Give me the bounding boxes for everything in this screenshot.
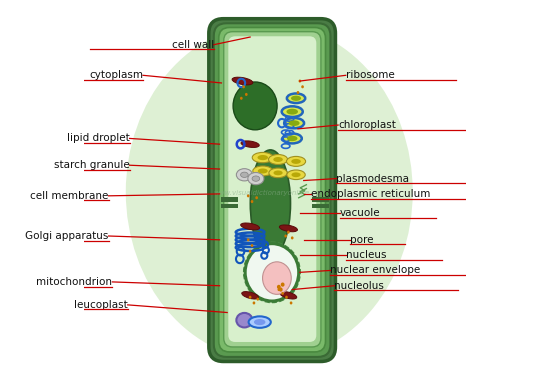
Ellipse shape xyxy=(253,166,273,176)
Ellipse shape xyxy=(280,291,297,299)
Ellipse shape xyxy=(277,285,280,289)
Text: cell membrane: cell membrane xyxy=(30,191,108,201)
Ellipse shape xyxy=(242,291,258,299)
Ellipse shape xyxy=(248,172,264,185)
Ellipse shape xyxy=(282,106,303,117)
Bar xyxy=(221,204,238,209)
Ellipse shape xyxy=(232,77,253,85)
Bar xyxy=(221,197,238,202)
Ellipse shape xyxy=(245,93,248,96)
Ellipse shape xyxy=(292,172,301,177)
Ellipse shape xyxy=(252,176,260,181)
Ellipse shape xyxy=(287,156,306,166)
Text: Golgi apparatus: Golgi apparatus xyxy=(25,231,108,241)
Bar xyxy=(221,321,225,339)
Ellipse shape xyxy=(243,85,245,88)
Text: www.visualdictionaryonline.com: www.visualdictionaryonline.com xyxy=(214,190,327,196)
Ellipse shape xyxy=(251,200,254,203)
Text: lipid droplet: lipid droplet xyxy=(67,133,130,144)
Bar xyxy=(228,34,232,52)
Ellipse shape xyxy=(290,301,293,305)
Ellipse shape xyxy=(273,157,283,162)
Ellipse shape xyxy=(287,109,298,114)
FancyBboxPatch shape xyxy=(224,32,321,347)
Bar xyxy=(324,34,329,52)
Ellipse shape xyxy=(301,85,304,88)
Ellipse shape xyxy=(257,155,268,160)
Text: ribosome: ribosome xyxy=(346,70,394,80)
Ellipse shape xyxy=(287,93,305,103)
FancyBboxPatch shape xyxy=(219,28,326,352)
Ellipse shape xyxy=(292,159,301,164)
Ellipse shape xyxy=(256,298,259,301)
Bar xyxy=(221,34,225,52)
Ellipse shape xyxy=(249,296,251,299)
Ellipse shape xyxy=(249,250,251,253)
Ellipse shape xyxy=(126,24,412,360)
Ellipse shape xyxy=(254,319,266,325)
Text: cell wall: cell wall xyxy=(172,40,214,50)
Bar xyxy=(228,321,232,339)
Text: starch granule: starch granule xyxy=(54,160,130,170)
Ellipse shape xyxy=(283,134,302,143)
Text: nucleus: nucleus xyxy=(346,250,386,260)
Text: nucleolus: nucleolus xyxy=(334,281,384,291)
FancyBboxPatch shape xyxy=(228,36,316,342)
Bar xyxy=(318,34,322,52)
Ellipse shape xyxy=(299,79,301,83)
Text: leucoplast: leucoplast xyxy=(74,300,128,310)
Ellipse shape xyxy=(247,238,250,242)
Text: endoplasmic reticulum: endoplasmic reticulum xyxy=(311,189,431,199)
Ellipse shape xyxy=(240,172,248,177)
Ellipse shape xyxy=(241,223,260,230)
Ellipse shape xyxy=(258,169,268,174)
Ellipse shape xyxy=(284,235,287,238)
Bar xyxy=(318,321,322,339)
Text: mitochondrion: mitochondrion xyxy=(36,277,112,287)
Bar xyxy=(324,321,329,339)
Ellipse shape xyxy=(284,118,304,128)
Ellipse shape xyxy=(281,292,284,295)
Ellipse shape xyxy=(249,316,271,328)
Ellipse shape xyxy=(233,82,277,130)
Ellipse shape xyxy=(291,237,294,240)
Ellipse shape xyxy=(280,283,284,287)
Ellipse shape xyxy=(236,313,252,328)
Ellipse shape xyxy=(236,169,252,181)
Bar xyxy=(312,204,329,209)
Ellipse shape xyxy=(250,150,290,257)
Ellipse shape xyxy=(241,141,259,147)
Ellipse shape xyxy=(245,244,299,301)
Ellipse shape xyxy=(279,288,283,292)
Ellipse shape xyxy=(268,154,288,164)
Ellipse shape xyxy=(278,288,280,291)
Ellipse shape xyxy=(240,97,243,100)
Text: vacuole: vacuole xyxy=(340,208,381,218)
Ellipse shape xyxy=(247,194,250,197)
Ellipse shape xyxy=(279,225,298,232)
FancyBboxPatch shape xyxy=(214,23,331,357)
Ellipse shape xyxy=(289,120,300,126)
Text: cytoplasm: cytoplasm xyxy=(89,70,143,80)
Text: pore: pore xyxy=(350,235,373,245)
Text: plasmodesma: plasmodesma xyxy=(336,174,409,184)
Ellipse shape xyxy=(291,96,301,101)
Ellipse shape xyxy=(262,262,292,295)
Ellipse shape xyxy=(285,296,288,299)
Ellipse shape xyxy=(255,196,258,199)
Ellipse shape xyxy=(269,168,287,178)
Ellipse shape xyxy=(273,170,283,175)
Ellipse shape xyxy=(252,301,255,305)
FancyBboxPatch shape xyxy=(209,19,336,361)
Ellipse shape xyxy=(287,170,305,180)
Text: nuclear envelope: nuclear envelope xyxy=(331,265,421,275)
Bar xyxy=(312,197,329,202)
Ellipse shape xyxy=(287,231,290,234)
Ellipse shape xyxy=(252,152,273,163)
Ellipse shape xyxy=(251,244,254,247)
Ellipse shape xyxy=(287,136,298,141)
Ellipse shape xyxy=(296,91,299,94)
Text: chloroplast: chloroplast xyxy=(338,120,396,130)
